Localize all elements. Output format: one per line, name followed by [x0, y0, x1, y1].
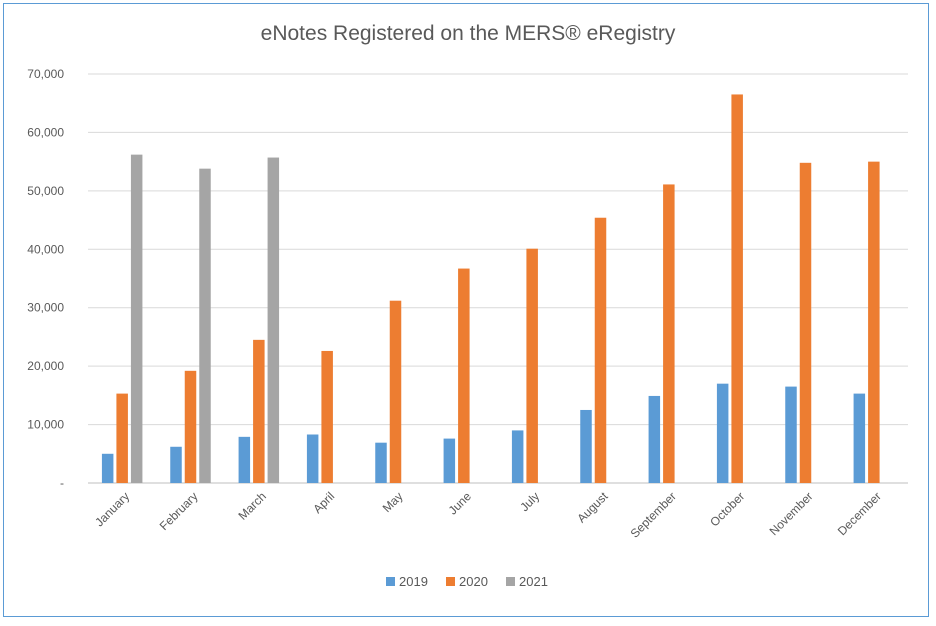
bar-2019-september	[648, 395, 661, 483]
x-tick-label: December	[835, 489, 884, 538]
bar-2020-november	[799, 162, 812, 483]
y-tick-label: 40,000	[27, 242, 64, 256]
x-tick-label: March	[235, 489, 268, 522]
y-tick-label: -	[60, 476, 64, 490]
bar-2019-december	[853, 393, 866, 483]
legend-swatch-2021	[506, 577, 515, 586]
x-tick-label: February	[157, 489, 201, 533]
bar-2019-july	[511, 430, 524, 483]
x-tick-label: October	[707, 489, 747, 529]
legend-swatch-2020	[446, 577, 455, 586]
y-tick-label: 20,000	[27, 359, 64, 373]
x-tick-label: September	[628, 489, 679, 540]
y-tick-label: 10,000	[27, 418, 64, 432]
gridlines	[88, 73, 908, 484]
bar-2020-december	[868, 161, 880, 483]
x-tick-label: April	[310, 489, 337, 516]
bar-2020-september	[663, 184, 675, 483]
bar-2020-march	[253, 339, 265, 483]
bar-2019-march	[238, 436, 251, 483]
bar-2020-january	[116, 393, 128, 483]
bar-2020-july	[526, 248, 538, 483]
y-tick-label: 70,000	[27, 67, 64, 81]
bar-2019-june	[443, 438, 456, 483]
bar-2021-january	[130, 154, 143, 484]
bar-2019-january	[101, 453, 114, 483]
bar-2020-february	[184, 370, 197, 483]
bar-2019-february	[170, 446, 182, 483]
bar-2020-august	[594, 217, 607, 483]
bar-2019-may	[375, 442, 387, 483]
bar-2019-august	[580, 409, 592, 483]
legend-label-2021: 2021	[519, 574, 548, 589]
bar-2020-june	[458, 268, 470, 483]
x-tick-label: June	[446, 489, 475, 518]
x-axis-tick-labels: January February March April May June July Augu…	[92, 489, 884, 541]
x-tick-label: August	[574, 489, 611, 526]
bar-2020-april	[321, 350, 333, 483]
bar-2019-october	[716, 383, 729, 483]
x-tick-label: July	[517, 489, 542, 514]
y-tick-label: 60,000	[27, 125, 64, 139]
legend-label-2019: 2019	[399, 574, 428, 589]
legend-swatch-2019	[386, 577, 395, 586]
bars	[101, 94, 880, 484]
bar-2020-october	[731, 94, 743, 483]
x-tick-label: November	[767, 489, 816, 538]
legend: 2019 2020 2021	[386, 574, 548, 589]
bar-2019-november	[785, 386, 797, 483]
y-tick-label: 30,000	[27, 301, 64, 315]
x-tick-label: January	[92, 489, 132, 529]
bar-2020-may	[389, 300, 402, 483]
x-tick-label: May	[380, 489, 406, 515]
y-tick-label: 50,000	[27, 184, 64, 198]
bar-2021-march	[267, 157, 280, 483]
bar-2021-february	[199, 168, 211, 483]
chart-title: eNotes Registered on the MERS® eRegistry	[260, 22, 676, 45]
y-axis-tick-labels: - 10,000 20,000 30,000 40,000 50,000 60,000 70,…	[27, 67, 64, 490]
bar-2019-april	[306, 434, 319, 483]
legend-label-2020: 2020	[459, 574, 488, 589]
